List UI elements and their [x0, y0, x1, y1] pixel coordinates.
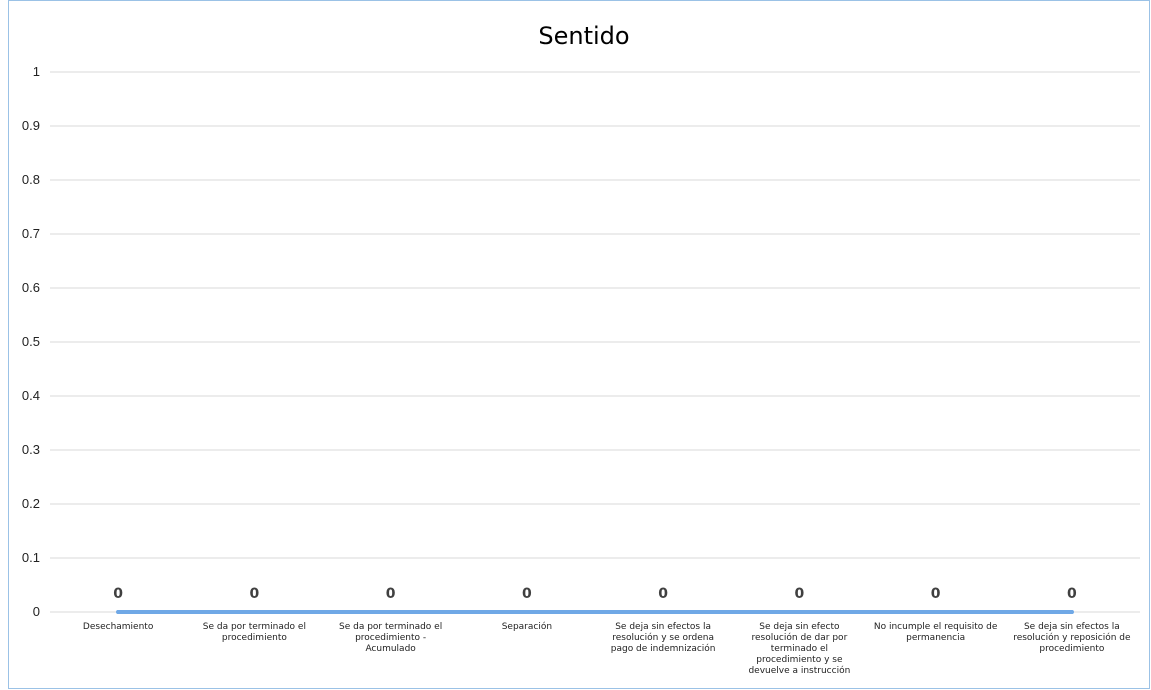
data-label: 0 [522, 586, 532, 602]
data-point [524, 610, 529, 614]
x-category-label-line: resolución y se ordena [612, 632, 714, 643]
x-category-label-line: Se da por terminado el [339, 622, 442, 632]
data-point [1069, 610, 1074, 614]
x-category-label-line: procedimiento [1039, 644, 1104, 654]
data-labels: 0 0 0 0 0 0 0 0 [113, 586, 1077, 602]
y-tick-label: 0 [33, 604, 40, 619]
data-label: 0 [1067, 586, 1077, 602]
x-category-label-line: Se da por terminado el [203, 622, 306, 632]
gridlines [50, 71, 1140, 613]
x-category-label-line: Se deja sin efectos la [1024, 622, 1120, 632]
x-category-label-line: pago de indemnización [611, 643, 716, 654]
x-category-label-line: resolución y reposición de [1013, 632, 1131, 643]
x-category-label-line: Se deja sin efecto [759, 622, 840, 632]
y-tick-label: 0.7 [22, 226, 40, 241]
data-point [388, 610, 393, 614]
x-category-label: Separación [502, 621, 552, 632]
series-layer [116, 610, 1074, 614]
data-label: 0 [658, 586, 668, 602]
data-label: 0 [795, 586, 805, 602]
x-category-label-line: Acumulado [365, 644, 416, 654]
x-category-label: Se deja sin efecto resolución de dar por t… [748, 622, 850, 676]
x-category-label: Se deja sin efectos la resolución y repos… [1013, 622, 1131, 654]
x-category-label-line: No incumple el requisito de [874, 622, 998, 632]
x-category-label: Se da por terminado el procedimiento [203, 622, 306, 643]
data-point [661, 610, 666, 614]
y-tick-label: 1 [33, 64, 40, 79]
y-tick-label: 0.3 [22, 442, 40, 457]
x-category-label-line: permanencia [906, 633, 965, 643]
y-tick-label: 0.9 [22, 118, 40, 133]
data-point [797, 610, 802, 614]
x-category-label-line: terminado el [771, 644, 828, 654]
x-category-label-line: devuelve a instrucción [748, 665, 850, 676]
y-tick-label: 0.4 [22, 388, 40, 403]
x-category-label-line: procedimiento [222, 633, 287, 643]
x-category-label-line: Separación [502, 621, 552, 632]
data-point [933, 610, 938, 614]
x-category-label-line: procedimiento y se [756, 655, 843, 665]
chart-title: Sentido [538, 22, 629, 50]
x-axis-category-labels: Desechamiento Se da por terminado el proce… [83, 621, 1131, 676]
data-point [116, 610, 121, 614]
data-label: 0 [113, 586, 123, 602]
data-label: 0 [250, 586, 260, 602]
x-category-label-line: resolución de dar por [751, 632, 847, 643]
y-axis-tick-labels: 0 0.1 0.2 0.3 0.4 0.5 0.6 0.7 0.8 0.9 1 [22, 64, 40, 619]
y-tick-label: 0.6 [22, 280, 40, 295]
y-tick-label: 0.1 [22, 550, 40, 565]
x-category-label: Se da por terminado el procedimiento -Acu… [339, 622, 442, 654]
y-tick-label: 0.2 [22, 496, 40, 511]
x-category-label-line: Desechamiento [83, 622, 154, 632]
x-category-label-line: procedimiento - [355, 633, 426, 643]
x-category-label: No incumple el requisito de permanencia [874, 622, 998, 643]
x-category-label: Desechamiento [83, 622, 154, 632]
data-label: 0 [931, 586, 941, 602]
data-label: 0 [386, 586, 396, 602]
x-category-label: Se deja sin efectos la resolución y se or… [611, 622, 716, 654]
data-point [252, 610, 257, 614]
x-category-label-line: Se deja sin efectos la [615, 622, 711, 632]
y-tick-label: 0.8 [22, 172, 40, 187]
chart-frame [8, 0, 1150, 689]
y-tick-label: 0.5 [22, 334, 40, 349]
